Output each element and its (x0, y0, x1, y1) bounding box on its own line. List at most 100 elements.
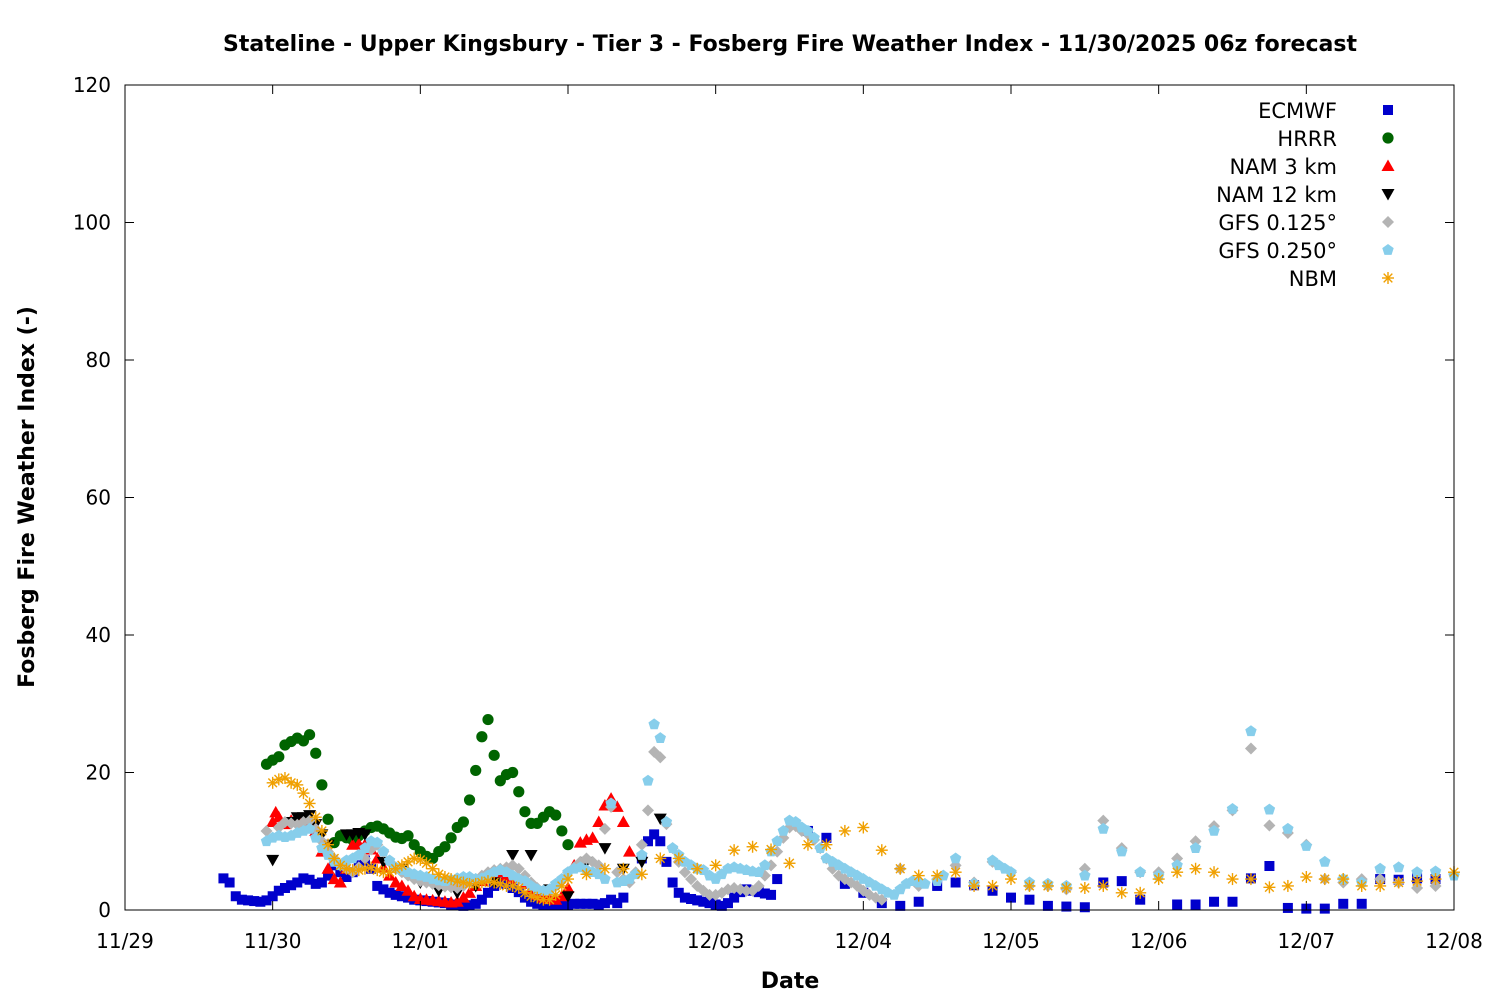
legend-marker (1382, 244, 1394, 255)
data-point (371, 864, 384, 877)
data-point (395, 859, 408, 872)
data-point (333, 876, 347, 888)
x-tick-label: 12/02 (539, 929, 597, 953)
data-point (395, 879, 409, 891)
data-point (1116, 845, 1128, 857)
data-point (439, 841, 451, 853)
data-point (772, 874, 783, 885)
data-point (1078, 882, 1091, 894)
legend-label: GFS 0.125° (1218, 211, 1337, 235)
data-point (1060, 882, 1073, 894)
data-point (456, 891, 470, 903)
data-point (322, 849, 334, 860)
data-point (729, 892, 740, 903)
x-tick-label: 11/30 (244, 929, 302, 953)
y-tick-label: 100 (73, 211, 111, 235)
data-point (618, 892, 629, 903)
data-point (322, 838, 335, 851)
legend: ECMWF HRRR NAM 3 km NAM 12 km GFS 0.125° GFS … (1216, 99, 1395, 291)
legend-label: NAM 12 km (1216, 183, 1337, 207)
data-point (494, 877, 507, 890)
data-point (519, 806, 531, 818)
x-tick-label: 12/04 (835, 929, 893, 953)
legend-label: ECMWF (1258, 99, 1337, 123)
data-point (383, 866, 396, 879)
data-point (1281, 879, 1294, 892)
data-point (1097, 879, 1110, 892)
data-point (1079, 869, 1091, 881)
data-point (598, 843, 612, 855)
data-point (249, 896, 260, 907)
data-point (740, 884, 753, 897)
data-point (1263, 803, 1276, 815)
data-point (746, 840, 759, 853)
y-tick-label: 80 (86, 348, 111, 372)
data-point (292, 877, 303, 888)
data-point (673, 887, 684, 898)
data-point (316, 779, 328, 791)
data-point (612, 898, 623, 909)
data-point (512, 862, 525, 875)
data-point (765, 843, 778, 856)
data-point (592, 815, 606, 827)
x-tick-label: 11/29 (96, 929, 154, 953)
data-point (1079, 902, 1090, 913)
data-point (304, 874, 315, 885)
data-point (801, 838, 814, 851)
data-point (1152, 873, 1165, 886)
data-point (261, 895, 272, 906)
data-point (524, 850, 538, 862)
data-point (766, 889, 777, 900)
data-point (328, 852, 341, 865)
data-point (686, 894, 697, 904)
data-point (236, 894, 247, 905)
data-point (672, 852, 685, 865)
data-point (1189, 862, 1202, 875)
data-point (303, 729, 316, 741)
data-point (1337, 873, 1350, 886)
data-point (1263, 881, 1276, 894)
y-axis: 0 20 40 60 80 100 120 (73, 73, 1454, 922)
data-point (255, 896, 266, 907)
data-point (931, 869, 944, 882)
data-point (470, 764, 482, 777)
data-point (759, 888, 770, 899)
data-point (598, 822, 611, 835)
data-point (1374, 862, 1386, 874)
data-point (483, 887, 494, 898)
data-point (685, 873, 698, 886)
legend-marker (1381, 189, 1395, 201)
data-point (642, 774, 654, 786)
data-point (402, 830, 414, 842)
data-point (464, 900, 475, 911)
data-point (598, 862, 611, 875)
data-point (458, 900, 469, 911)
data-point (230, 891, 241, 902)
data-point (912, 869, 925, 882)
legend-label: NAM 3 km (1229, 155, 1337, 179)
data-point (383, 854, 396, 866)
x-tick-label: 12/01 (392, 929, 450, 953)
data-point (654, 732, 666, 743)
data-point (543, 893, 556, 906)
data-point (1134, 886, 1147, 899)
legend-label: NBM (1289, 267, 1337, 291)
data-point (470, 898, 481, 909)
data-point (606, 894, 617, 905)
data-point (1005, 866, 1017, 878)
data-point (335, 867, 346, 878)
data-point (1263, 819, 1276, 832)
data-point (556, 825, 568, 837)
data-point (396, 891, 407, 902)
data-point (1042, 900, 1053, 911)
series-nbm (266, 772, 1460, 906)
data-point (377, 845, 390, 857)
data-point (968, 879, 981, 892)
series-hrrr (260, 713, 574, 865)
data-point (1319, 903, 1330, 914)
data-point (463, 886, 477, 898)
data-point (1171, 852, 1184, 865)
data-point (303, 797, 316, 810)
data-point (291, 778, 304, 791)
